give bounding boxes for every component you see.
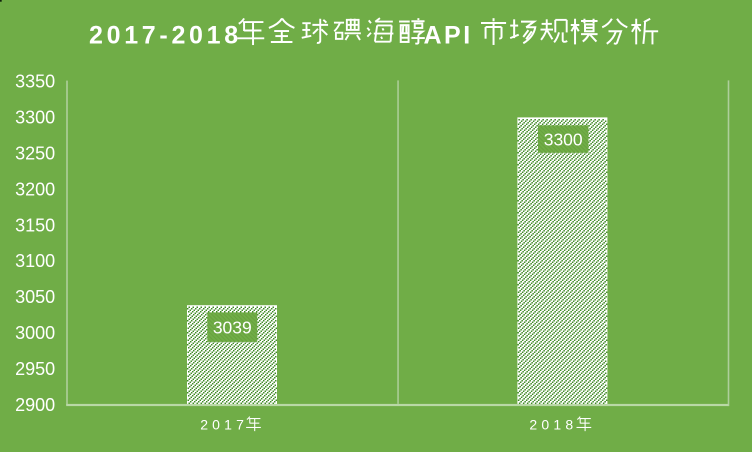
svg-text:3150: 3150 — [15, 215, 55, 235]
svg-text:2018: 2018 — [529, 416, 577, 432]
svg-text:3200: 3200 — [15, 179, 55, 199]
svg-text:3300: 3300 — [15, 107, 55, 127]
svg-text:3300: 3300 — [544, 129, 583, 149]
svg-text:3039: 3039 — [213, 318, 252, 338]
svg-text:3350: 3350 — [15, 72, 55, 92]
svg-text:API: API — [424, 22, 473, 50]
svg-text:3000: 3000 — [15, 323, 55, 343]
svg-text:3100: 3100 — [15, 251, 55, 271]
svg-text:3250: 3250 — [15, 143, 55, 163]
svg-text:2950: 2950 — [15, 359, 55, 379]
svg-text:2900: 2900 — [15, 395, 55, 415]
svg-text:2017: 2017 — [200, 416, 248, 432]
svg-text:3050: 3050 — [15, 287, 55, 307]
svg-text:2017-2018: 2017-2018 — [89, 22, 242, 50]
